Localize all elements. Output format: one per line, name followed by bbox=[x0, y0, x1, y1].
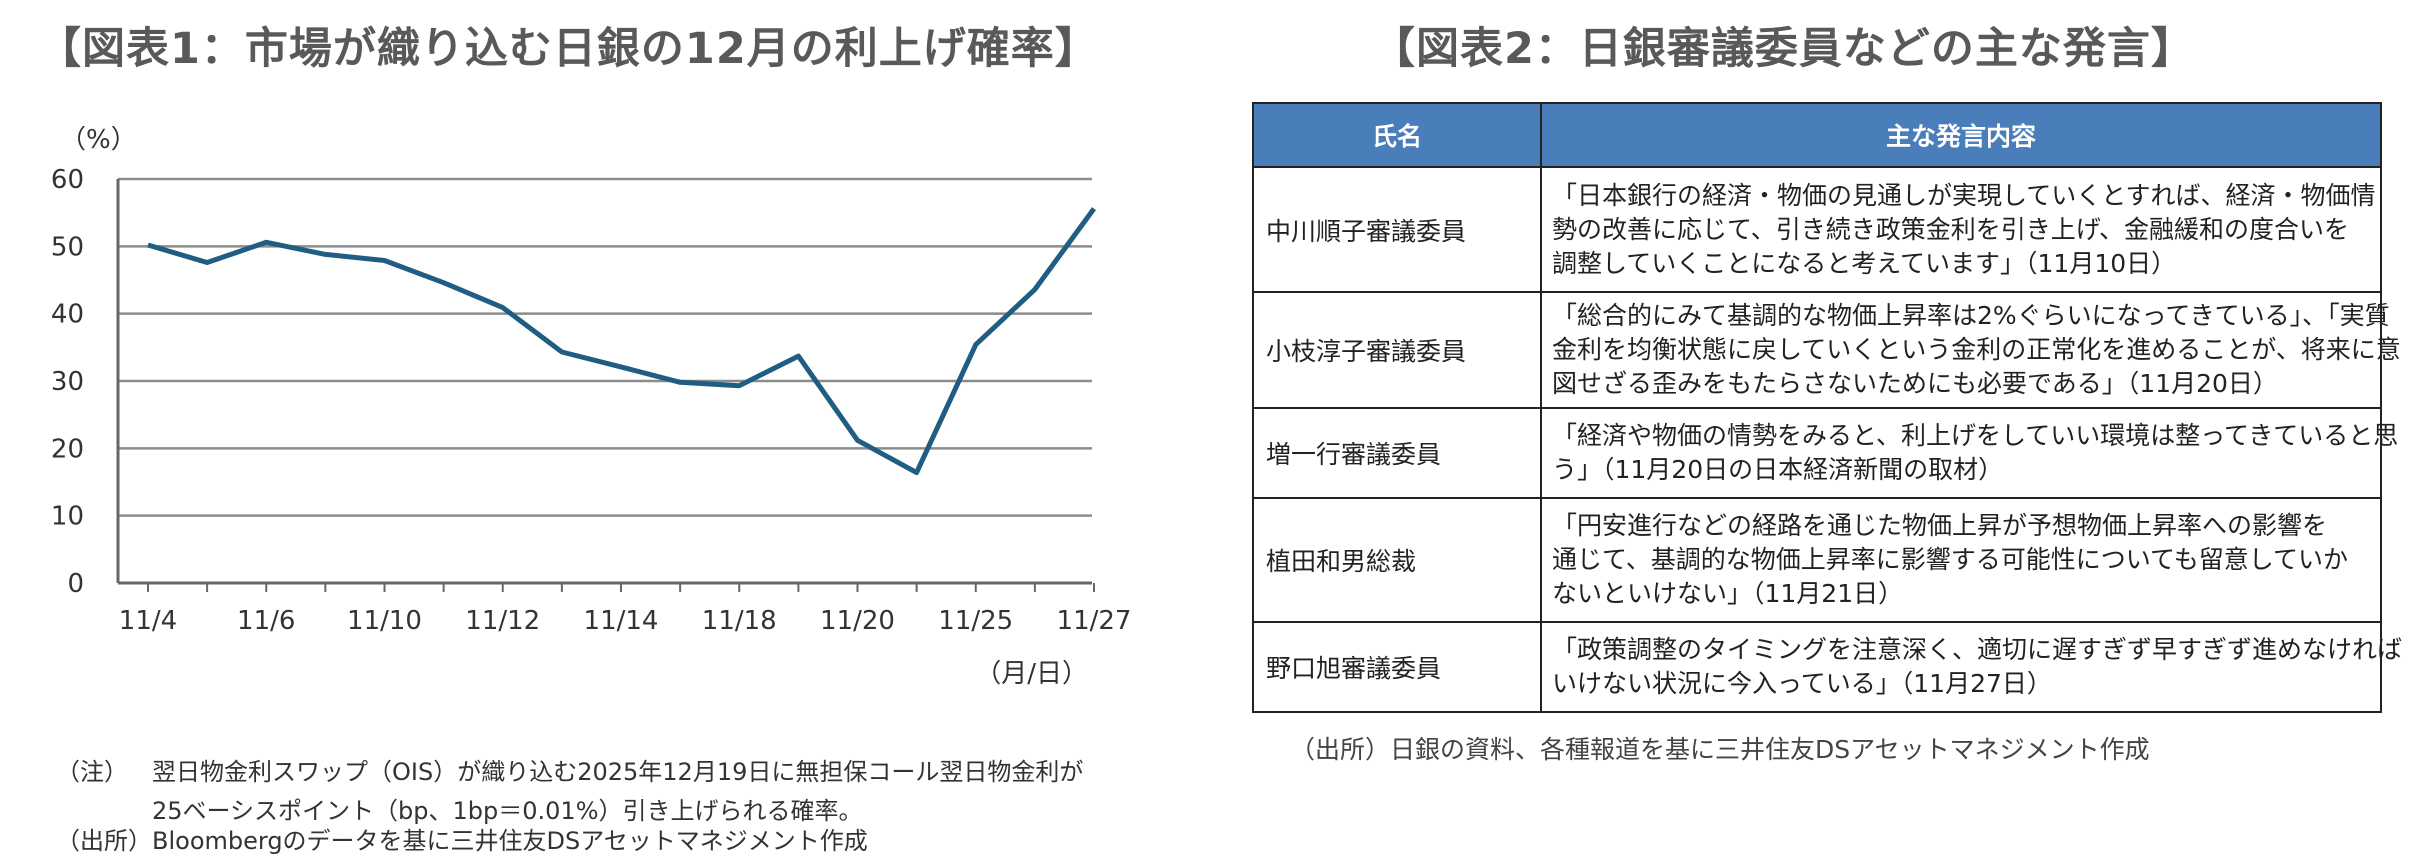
statement-line: 金利を均衡状態に戻していくという金利の正常化を進めることが、将来に意 bbox=[1552, 335, 2401, 364]
table-row: 野口旭審議委員 「政策調整のタイミングを注意深く、適切に遅すぎず早すぎず進めなけれ… bbox=[1252, 621, 2403, 713]
statement-line: 通じて、基調的な物価上昇率に影響する可能性についても留意していか bbox=[1552, 545, 2349, 574]
y-tick-label: 60 bbox=[51, 165, 84, 195]
y-tick-label: 0 bbox=[67, 569, 84, 599]
statement-line: いけない状況に今入っている」（11月27日） bbox=[1552, 669, 2052, 698]
table-row: 中川順子審議委員 「日本銀行の経済・物価の見通しが実現していくとすれば、経済・物価… bbox=[1252, 166, 2382, 293]
figure1-title: 【図表1：市場が織り込む日銀の12月の利上げ確率】 bbox=[38, 24, 1099, 74]
table-row: 植田和男総裁 「円安進行などの経路を通じた物価上昇が予想物価上昇率への影響を 通じて… bbox=[1252, 497, 2382, 623]
y-tick-labels: 0 10 20 30 40 50 60 bbox=[51, 165, 84, 599]
table-row: 小枝淳子審議委員 「総合的にみて基調的な物価上昇率は2%ぐらいになってきている」、… bbox=[1252, 291, 2401, 409]
note-line-1: 翌日物金利スワップ（OIS）が織り込む2025年12月19日に無担保コール翌日物… bbox=[152, 758, 1084, 786]
x-axis-unit: （月/日） bbox=[975, 659, 1088, 689]
note-line-2: 25ベーシスポイント（bp、1bp＝0.01%）引き上げられる確率。 bbox=[152, 797, 863, 825]
speaker-name: 小枝淳子審議委員 bbox=[1252, 291, 1542, 409]
speaker-name: 植田和男総裁 bbox=[1252, 497, 1542, 623]
statement-line: 「経済や物価の情勢をみると、利上げをしていい環境は整ってきていると思 bbox=[1552, 421, 2399, 450]
statement-line: 勢の改善に応じて、引き続き政策金利を引き上げ、金融緩和の度合いを bbox=[1552, 214, 2350, 244]
statement-cell: 「総合的にみて基調的な物価上昇率は2%ぐらいになってきている」、「実質 金利を均衡… bbox=[1540, 291, 2401, 409]
header-name: 氏名 bbox=[1252, 102, 1542, 168]
grid-lines bbox=[116, 177, 1092, 585]
x-tick-label: 11/6 bbox=[237, 606, 295, 636]
statement-line: 「円安進行などの経路を通じた物価上昇が予想物価上昇率への影響を bbox=[1552, 511, 2328, 540]
note-key: （注） bbox=[56, 758, 128, 786]
probability-line-chart: （%） 0 10 20 30 40 50 60 11/4 11/6 11/10 11/12 11/1… bbox=[51, 125, 1132, 689]
speaker-name: 増一行審議委員 bbox=[1252, 407, 1542, 499]
statement-cell: 「日本銀行の経済・物価の見通しが実現していくとすれば、経済・物価情 勢の改善に応じ… bbox=[1540, 166, 2382, 293]
x-tick-label: 11/10 bbox=[347, 606, 422, 636]
statement-cell: 「円安進行などの経路を通じた物価上昇が予想物価上昇率への影響を 通じて、基調的な物… bbox=[1540, 497, 2382, 623]
statement-line: 「政策調整のタイミングを注意深く、適切に遅すぎず早すぎず進めなければ bbox=[1552, 635, 2403, 664]
statement-line: 「日本銀行の経済・物価の見通しが実現していくとすれば、経済・物価情 bbox=[1552, 180, 2376, 210]
statement-line: ないといけない」（11月21日） bbox=[1552, 579, 1904, 608]
statement-line: 調整していくことになると考えています」（11月10日） bbox=[1552, 248, 2177, 278]
probability-line bbox=[147, 207, 1097, 476]
x-tick-label: 11/20 bbox=[820, 606, 895, 636]
table-source: （出所）日銀の資料、各種報道を基に三井住友DSアセットマネジメント作成 bbox=[1290, 735, 2150, 764]
table-row: 増一行審議委員 「経済や物価の情勢をみると、利上げをしていい環境は整ってきていると… bbox=[1252, 407, 2399, 499]
chart-note: （注） 翌日物金利スワップ（OIS）が織り込む2025年12月19日に無担保コー… bbox=[56, 752, 1083, 826]
statements-table: 氏名 主な発言内容 中川順子審議委員 「日本銀行の経済・物価の見通しが実現していく… bbox=[1252, 102, 2403, 713]
y-tick-label: 20 bbox=[51, 434, 84, 464]
x-tick-labels: 11/4 11/6 11/10 11/12 11/14 11/18 11/20 11/25 11… bbox=[119, 583, 1132, 636]
y-axis-unit: （%） bbox=[60, 125, 137, 155]
statement-cell: 「政策調整のタイミングを注意深く、適切に遅すぎず早すぎず進めなければ いけない状況… bbox=[1540, 621, 2403, 713]
x-tick-label: 11/18 bbox=[702, 606, 777, 636]
y-tick-label: 10 bbox=[51, 502, 84, 532]
source-line: Bloombergのデータを基に三井住友DSアセットマネジメント作成 bbox=[152, 827, 868, 855]
statement-line: 図せざる歪みをもたらさないためにも必要である」（11月20日） bbox=[1552, 369, 2278, 398]
figure2-title: 【図表2：日銀審議委員などの主な発言】 bbox=[1372, 24, 2195, 74]
x-tick-label: 11/14 bbox=[584, 606, 659, 636]
statement-line: 「総合的にみて基調的な物価上昇率は2%ぐらいになってきている」、「実質 bbox=[1552, 301, 2390, 330]
header-statement: 主な発言内容 bbox=[1540, 102, 2382, 168]
speaker-name: 中川順子審議委員 bbox=[1252, 166, 1542, 293]
statement-cell: 「経済や物価の情勢をみると、利上げをしていい環境は整ってきていると思 う」（11月… bbox=[1540, 407, 2399, 499]
x-tick-label: 11/12 bbox=[465, 606, 540, 636]
x-tick-label: 11/27 bbox=[1057, 606, 1132, 636]
y-tick-label: 50 bbox=[51, 232, 84, 262]
chart-source: （出所） Bloombergのデータを基に三井住友DSアセットマネジメント作成 bbox=[56, 821, 868, 856]
y-tick-label: 40 bbox=[51, 300, 84, 330]
x-tick-label: 11/25 bbox=[938, 606, 1013, 636]
speaker-name: 野口旭審議委員 bbox=[1252, 621, 1542, 713]
source-key: （出所） bbox=[56, 827, 152, 855]
y-tick-label: 30 bbox=[51, 367, 84, 397]
x-tick-label: 11/4 bbox=[119, 606, 177, 636]
statement-line: う」（11月20日の日本経済新聞の取材） bbox=[1552, 455, 2004, 484]
